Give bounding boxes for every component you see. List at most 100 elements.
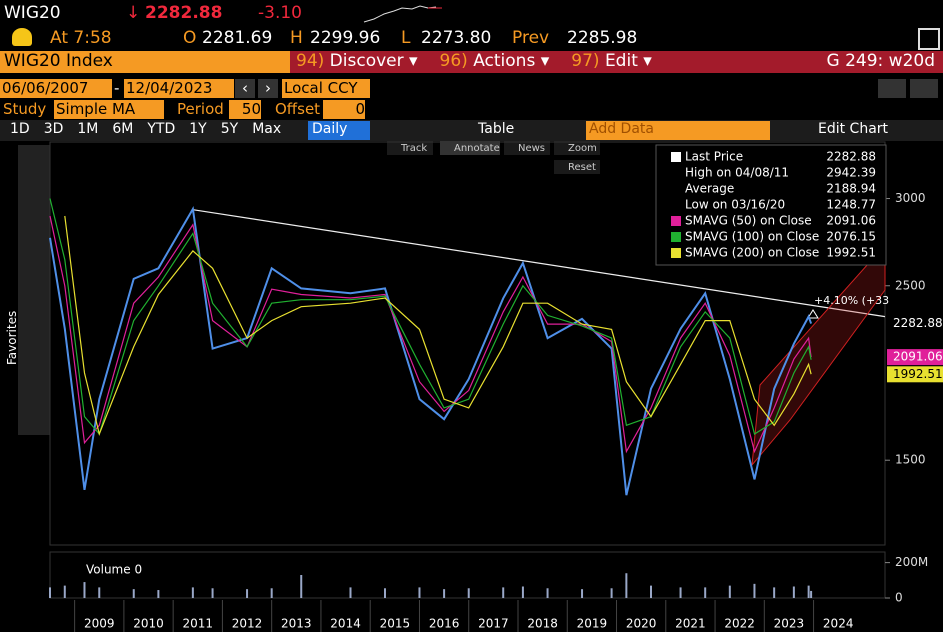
x-tick-label: 2010: [133, 617, 164, 631]
period-tabs: 1D 3D 1M 6M YTD 1Y 5Y Max: [10, 121, 281, 137]
legend-value: 2188.94: [826, 182, 876, 196]
open: 2281.69: [202, 28, 273, 48]
end-date[interactable]: 12/04/2023: [124, 79, 234, 98]
redo-button[interactable]: [910, 79, 938, 98]
period-tab[interactable]: 5Y: [220, 121, 239, 137]
popout-button[interactable]: [918, 28, 940, 50]
legend-label: SMAVG (100) on Close: [685, 230, 819, 244]
tool-label[interactable]: Annotate: [454, 143, 500, 154]
series-line: [49, 215, 812, 454]
legend-label: High on 04/08/11: [685, 166, 789, 180]
menu-label: Actions: [473, 51, 536, 71]
legend-value: 1248.77: [826, 198, 876, 212]
y-tick-label: 2500: [895, 278, 926, 292]
legend-label: SMAVG (50) on Close: [685, 214, 812, 228]
prev-label: Prev: [512, 28, 550, 48]
price-tag: [887, 366, 943, 383]
period-tab[interactable]: 1Y: [189, 121, 207, 137]
price-tag: [887, 349, 943, 366]
x-tick-label: 2018: [527, 617, 558, 631]
legend-swatch: [671, 248, 681, 258]
menu-item[interactable]: 97) Edit ▾: [571, 51, 652, 71]
currency[interactable]: Local CCY: [282, 79, 370, 98]
next-button[interactable]: ›: [258, 79, 278, 98]
period-tab[interactable]: 3D: [43, 121, 64, 137]
draw-toolbar: [18, 145, 50, 435]
price-tag: [887, 315, 943, 332]
menu-item[interactable]: 94) Discover ▾: [296, 51, 418, 71]
x-tick-label: 2017: [478, 617, 509, 631]
tool-label[interactable]: News: [518, 143, 545, 154]
offset[interactable]: 0: [323, 100, 365, 119]
x-tick-label: 2021: [675, 617, 706, 631]
x-tick-label: 2012: [232, 617, 263, 631]
x-tick-label: 2009: [84, 617, 115, 631]
y-tick-label: 3000: [895, 191, 926, 205]
tool-label[interactable]: Track: [400, 143, 427, 154]
legend-label: Average: [685, 182, 734, 196]
legend-label: Low on 03/16/20: [685, 198, 785, 212]
x-tick-label: 2015: [380, 617, 411, 631]
legend-swatch: [671, 232, 681, 242]
series-line: [49, 206, 813, 496]
price-tag-label: 1992.51: [893, 367, 943, 381]
period-tab[interactable]: 1D: [10, 121, 30, 137]
x-tick-label: 2019: [577, 617, 608, 631]
add-data[interactable]: Add Data: [586, 121, 770, 140]
last-price: 2282.88: [145, 3, 223, 23]
high-label: H: [290, 28, 303, 48]
x-tick-label: 2023: [774, 617, 805, 631]
tool-button[interactable]: [387, 141, 433, 155]
undo-button[interactable]: [878, 79, 906, 98]
period-tab[interactable]: 6M: [112, 121, 134, 137]
high: 2299.96: [310, 28, 381, 48]
marker: [807, 309, 819, 319]
tool-label[interactable]: Reset: [568, 162, 596, 173]
tool-label[interactable]: Zoom: [568, 143, 597, 154]
x-tick-label: 2014: [330, 617, 361, 631]
tool-button[interactable]: [554, 141, 600, 155]
gauge-icon: [12, 28, 32, 46]
price-tag-label: 2282.88: [893, 316, 943, 330]
tool-button[interactable]: [554, 160, 600, 174]
menu-bar: [290, 51, 943, 73]
low-label: L: [401, 28, 411, 48]
menu-item[interactable]: 96) Actions ▾: [439, 51, 550, 71]
x-tick-label: 2022: [724, 617, 755, 631]
x-tick-label: 2013: [281, 617, 312, 631]
period[interactable]: 50: [229, 100, 261, 119]
table-tab[interactable]: Table: [478, 121, 515, 137]
menu-number: 97): [571, 51, 600, 71]
period-tab[interactable]: Max: [252, 121, 282, 137]
legend-label: Last Price: [685, 150, 743, 164]
volume-label: Volume 0: [86, 563, 142, 577]
tool-button[interactable]: [504, 141, 550, 155]
volume-tick-label: 0: [895, 591, 903, 605]
page-code: G 249: w20d: [826, 51, 935, 71]
menu-label: Edit: [604, 51, 638, 71]
legend-label: SMAVG (200) on Close: [685, 246, 819, 260]
security[interactable]: WIG20 Index: [0, 51, 290, 73]
period-tab[interactable]: YTD: [147, 121, 176, 137]
price-tag-label: 2091.06: [893, 350, 943, 364]
period-tab[interactable]: 1M: [77, 121, 99, 137]
study-type[interactable]: Simple MA: [54, 100, 164, 119]
study-label: Study: [3, 100, 47, 118]
frequency[interactable]: Daily: [308, 121, 370, 140]
trend-line: [192, 209, 886, 318]
start-date[interactable]: 06/06/2007: [0, 79, 112, 98]
legend-value: 1992.51: [826, 246, 876, 260]
volume-frame: [49, 551, 886, 599]
prev-button[interactable]: ‹: [235, 79, 255, 98]
ticker: WIG20: [4, 3, 61, 23]
x-tick-label: 2011: [183, 617, 214, 631]
dash: -: [114, 79, 120, 97]
series-line: [49, 198, 812, 436]
edit-chart[interactable]: Edit Chart: [818, 121, 889, 137]
legend-box: [655, 144, 887, 266]
menu-number: 94): [296, 51, 325, 71]
legend-swatch: [671, 152, 681, 162]
tool-button[interactable]: [440, 141, 500, 155]
menu-label: Discover: [329, 51, 404, 71]
